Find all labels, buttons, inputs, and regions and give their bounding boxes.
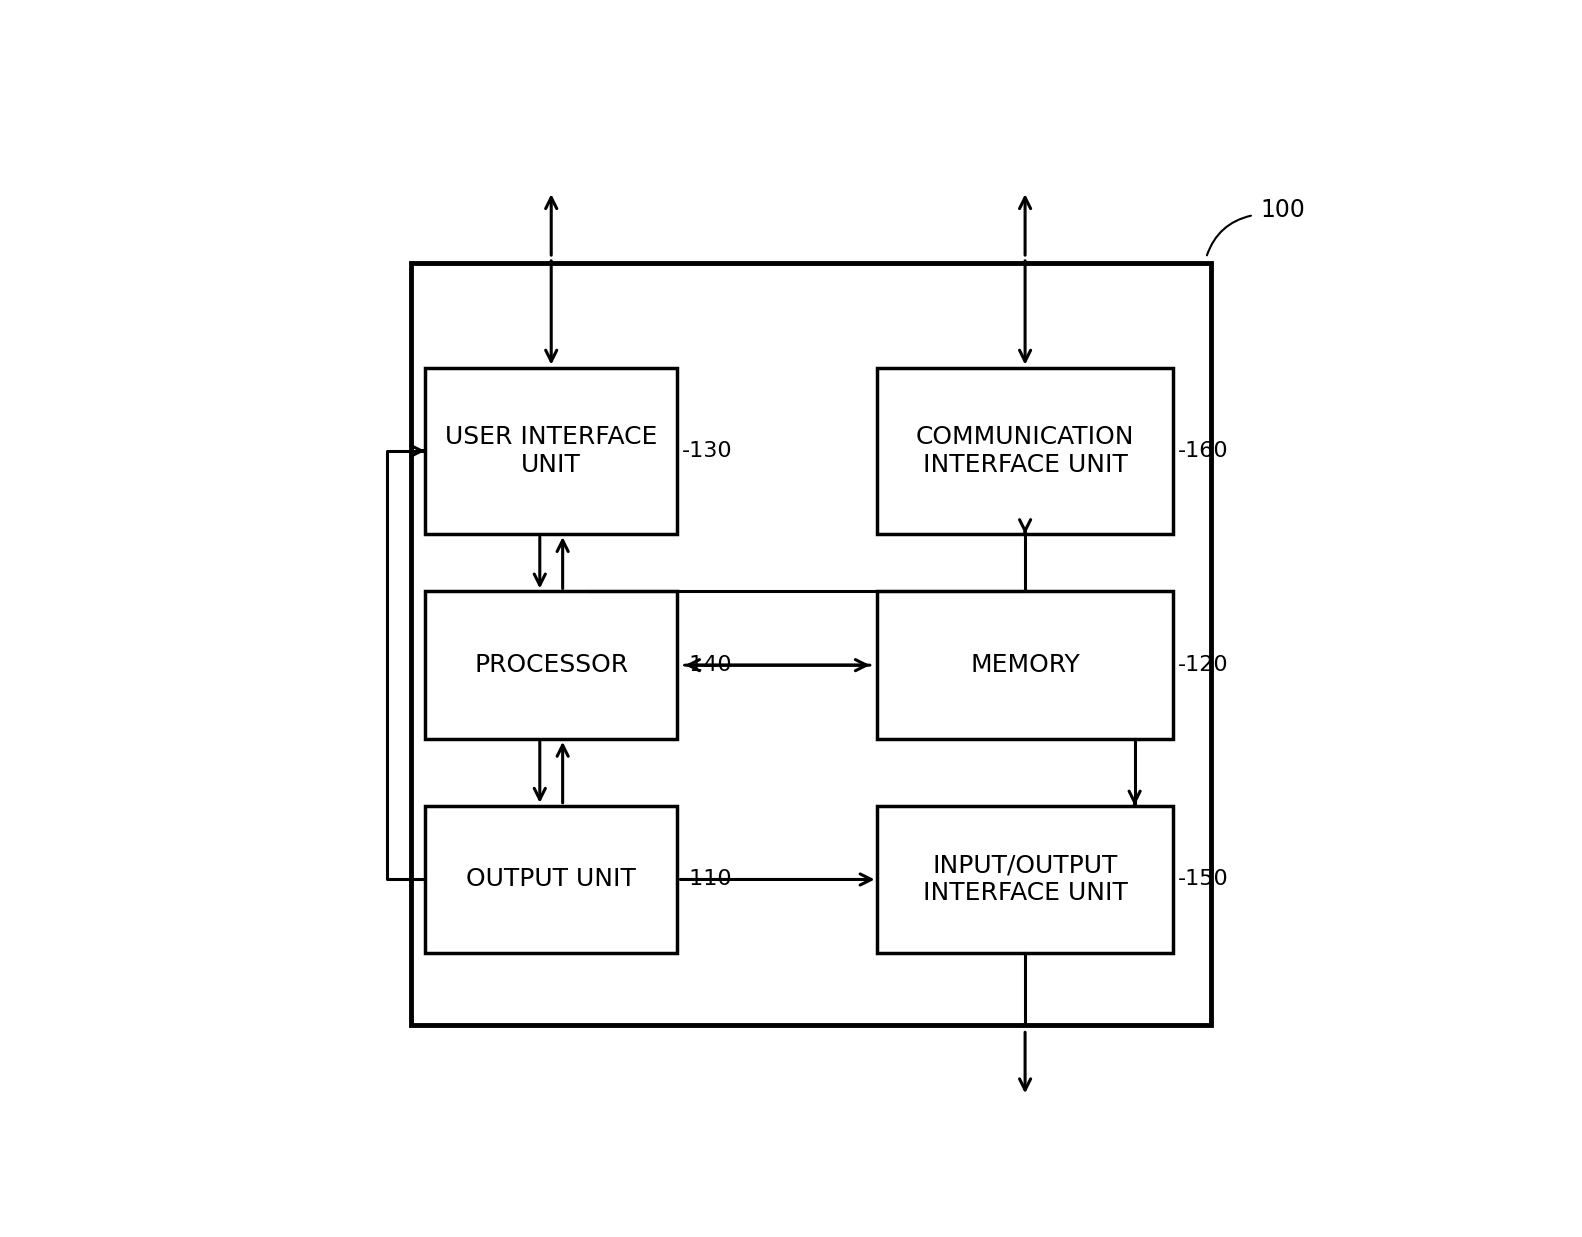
Bar	[878, 367, 1172, 534]
Text: COMMUNICATION
INTERFACE UNIT: COMMUNICATION INTERFACE UNIT	[916, 426, 1134, 476]
Text: -140: -140	[682, 656, 732, 675]
Bar	[411, 262, 1210, 1024]
Bar	[878, 805, 1172, 954]
Text: MEMORY: MEMORY	[970, 653, 1081, 677]
Bar	[426, 591, 677, 738]
Text: PROCESSOR: PROCESSOR	[475, 653, 628, 677]
Text: -130: -130	[682, 440, 732, 461]
Text: OUTPUT UNIT: OUTPUT UNIT	[467, 867, 636, 892]
Text: -160: -160	[1177, 440, 1228, 461]
Text: INPUT/OUTPUT
INTERFACE UNIT: INPUT/OUTPUT INTERFACE UNIT	[922, 854, 1128, 905]
Text: 100: 100	[1261, 198, 1305, 223]
Text: -150: -150	[1177, 870, 1228, 889]
Bar	[426, 367, 677, 534]
Bar	[426, 805, 677, 954]
Text: -120: -120	[1177, 656, 1228, 675]
Bar	[878, 591, 1172, 738]
Text: -110: -110	[682, 870, 732, 889]
Text: USER INTERFACE
UNIT: USER INTERFACE UNIT	[445, 426, 658, 476]
